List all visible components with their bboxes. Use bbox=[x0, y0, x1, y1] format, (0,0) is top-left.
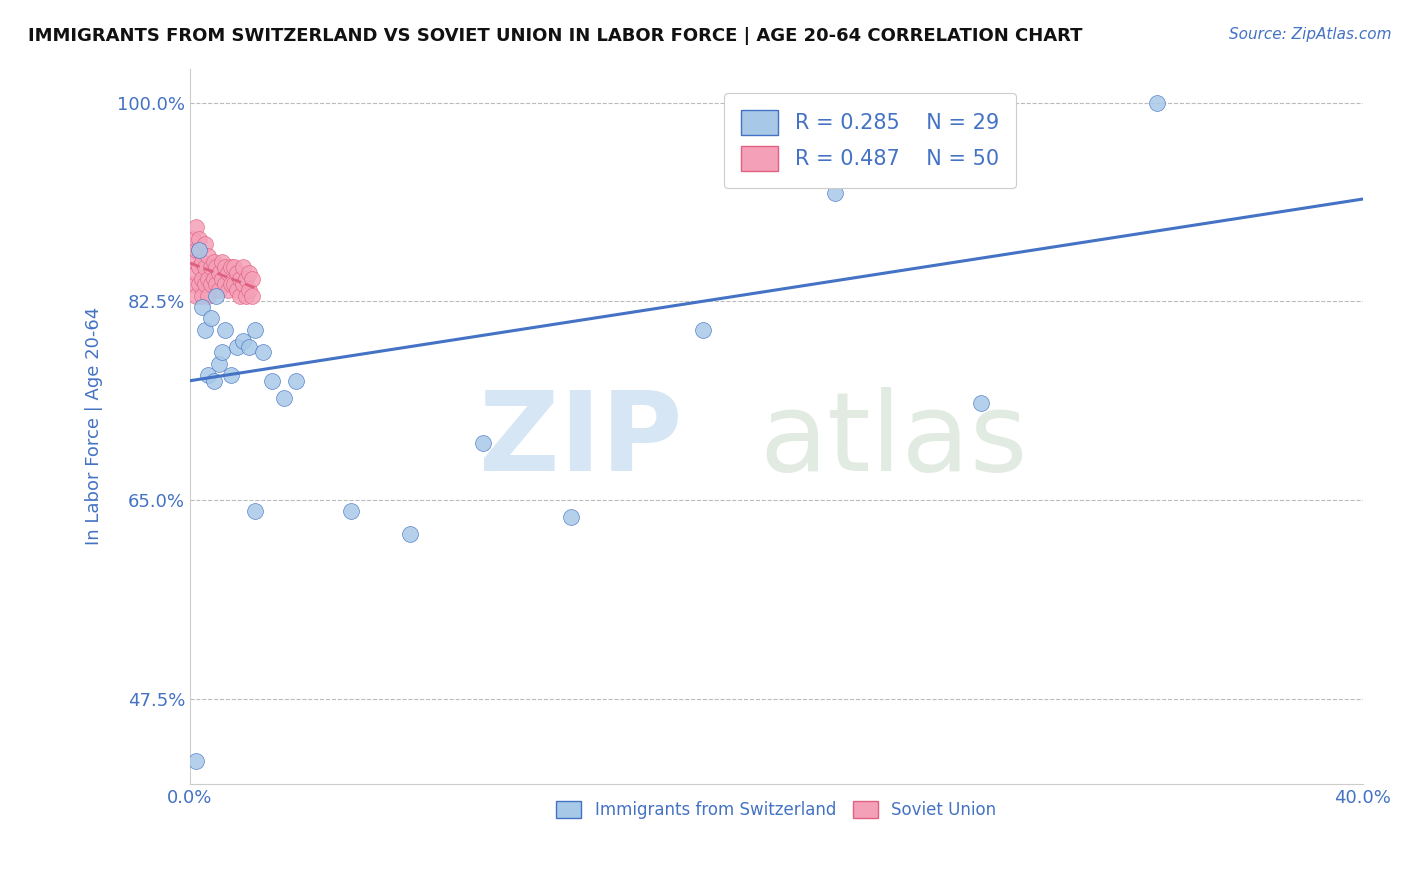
Point bbox=[194, 260, 217, 275]
Point bbox=[243, 504, 266, 518]
Point bbox=[273, 391, 295, 405]
Point bbox=[197, 249, 219, 263]
Point bbox=[194, 277, 217, 292]
Point bbox=[284, 374, 307, 388]
Point bbox=[399, 527, 422, 541]
Point bbox=[208, 283, 231, 297]
Point bbox=[211, 271, 233, 285]
Point bbox=[560, 510, 582, 524]
Point bbox=[194, 237, 217, 252]
Point bbox=[235, 288, 257, 302]
Point bbox=[340, 504, 363, 518]
Point bbox=[214, 260, 236, 275]
Point bbox=[197, 368, 219, 382]
Point bbox=[219, 277, 242, 292]
Point bbox=[243, 323, 266, 337]
Point bbox=[238, 283, 260, 297]
Text: Source: ZipAtlas.com: Source: ZipAtlas.com bbox=[1229, 27, 1392, 42]
Point bbox=[235, 271, 257, 285]
Text: ZIP: ZIP bbox=[479, 387, 682, 494]
Point bbox=[202, 271, 225, 285]
Point bbox=[184, 220, 207, 235]
Point bbox=[252, 345, 274, 359]
Point bbox=[187, 243, 209, 257]
Point bbox=[205, 288, 228, 302]
Point bbox=[181, 277, 204, 292]
Point bbox=[191, 254, 214, 268]
Text: IMMIGRANTS FROM SWITZERLAND VS SOVIET UNION IN LABOR FORCE | AGE 20-64 CORRELATI: IMMIGRANTS FROM SWITZERLAND VS SOVIET UN… bbox=[28, 27, 1083, 45]
Point bbox=[472, 436, 495, 450]
Point bbox=[692, 323, 714, 337]
Point bbox=[197, 271, 219, 285]
Legend: Immigrants from Switzerland, Soviet Union: Immigrants from Switzerland, Soviet Unio… bbox=[550, 794, 1002, 825]
Point bbox=[202, 374, 225, 388]
Point bbox=[262, 374, 284, 388]
Point bbox=[240, 271, 263, 285]
Point bbox=[211, 254, 233, 268]
Point bbox=[184, 243, 207, 257]
Point bbox=[232, 334, 254, 348]
Point bbox=[187, 243, 209, 257]
Point bbox=[226, 266, 249, 280]
Point bbox=[214, 277, 236, 292]
Text: atlas: atlas bbox=[759, 387, 1028, 494]
Point bbox=[200, 277, 222, 292]
Point bbox=[181, 254, 204, 268]
Point bbox=[238, 266, 260, 280]
Point bbox=[208, 266, 231, 280]
Point bbox=[208, 357, 231, 371]
Point bbox=[824, 186, 846, 201]
Point bbox=[184, 288, 207, 302]
Point bbox=[222, 260, 245, 275]
Point bbox=[219, 368, 242, 382]
Point bbox=[205, 277, 228, 292]
Point bbox=[191, 271, 214, 285]
Y-axis label: In Labor Force | Age 20-64: In Labor Force | Age 20-64 bbox=[86, 307, 103, 545]
Point bbox=[1146, 95, 1168, 110]
Point bbox=[194, 323, 217, 337]
Point bbox=[226, 283, 249, 297]
Point bbox=[191, 300, 214, 314]
Point bbox=[240, 288, 263, 302]
Point bbox=[217, 283, 239, 297]
Point bbox=[200, 311, 222, 326]
Point bbox=[184, 754, 207, 768]
Point bbox=[187, 232, 209, 246]
Point bbox=[232, 277, 254, 292]
Point bbox=[970, 396, 993, 410]
Point bbox=[187, 277, 209, 292]
Point bbox=[205, 260, 228, 275]
Point bbox=[226, 340, 249, 354]
Point bbox=[232, 260, 254, 275]
Point bbox=[238, 340, 260, 354]
Point bbox=[202, 254, 225, 268]
Point bbox=[229, 271, 252, 285]
Point bbox=[197, 288, 219, 302]
Point bbox=[211, 345, 233, 359]
Point bbox=[214, 323, 236, 337]
Point bbox=[229, 288, 252, 302]
Point bbox=[191, 288, 214, 302]
Point bbox=[217, 266, 239, 280]
Point bbox=[222, 277, 245, 292]
Point bbox=[219, 260, 242, 275]
Point bbox=[181, 232, 204, 246]
Point bbox=[187, 260, 209, 275]
Point bbox=[200, 260, 222, 275]
Point bbox=[184, 266, 207, 280]
